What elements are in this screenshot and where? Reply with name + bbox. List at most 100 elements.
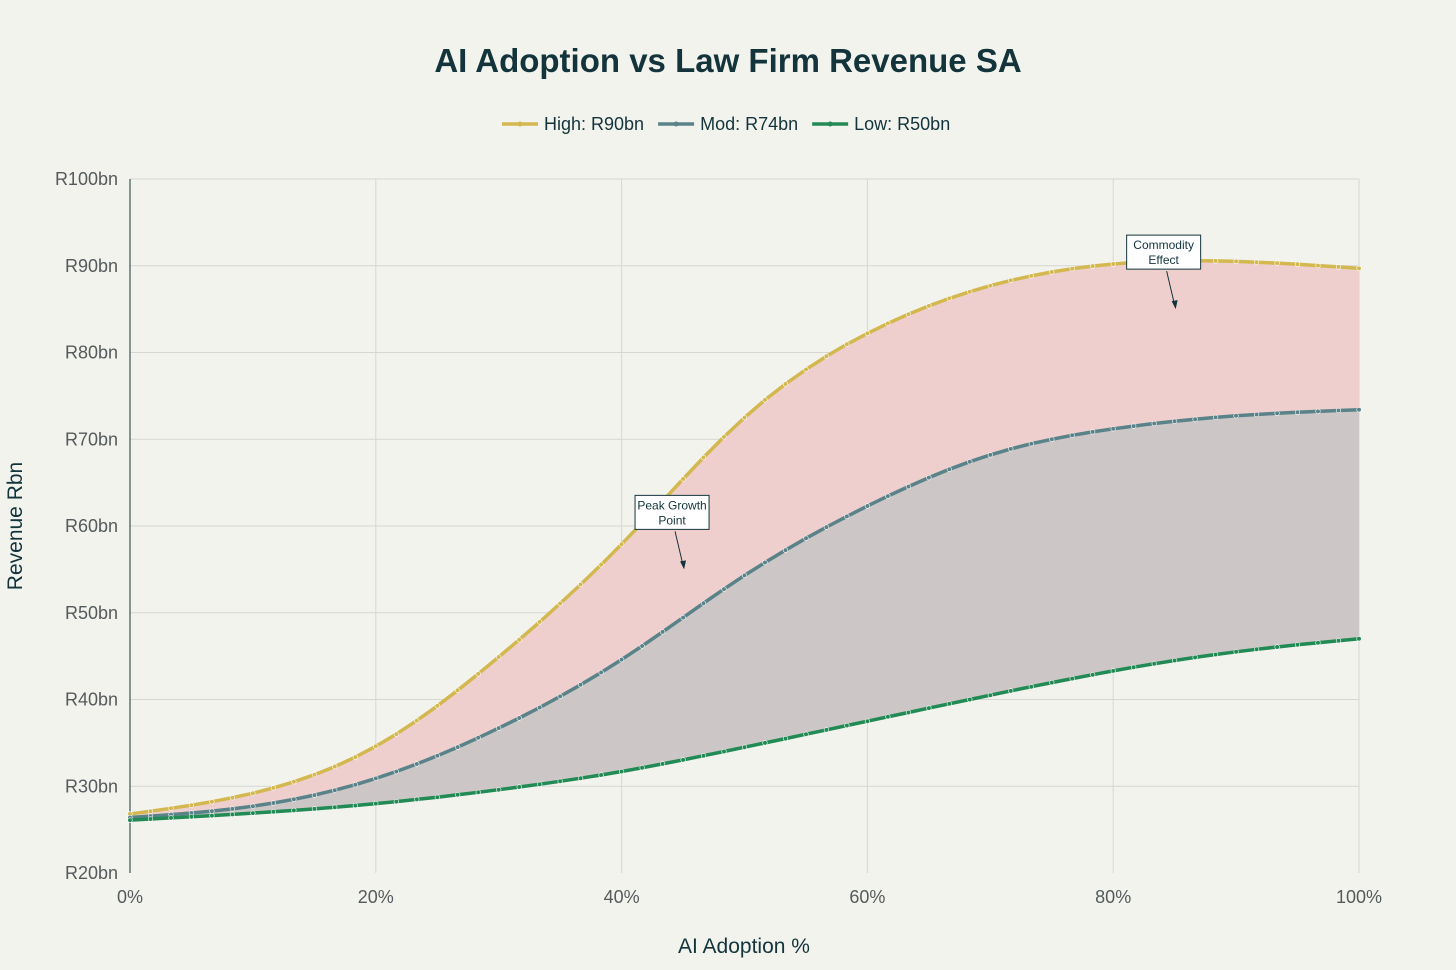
data-point (967, 289, 973, 295)
data-point (188, 814, 194, 820)
data-point (946, 466, 952, 472)
data-point (1192, 654, 1198, 661)
data-point (332, 787, 338, 793)
data-point (229, 795, 235, 801)
data-point (762, 559, 768, 566)
data-point (352, 782, 358, 788)
data-point (270, 800, 277, 806)
data-point (659, 629, 666, 635)
data-point (618, 768, 625, 775)
data-point (1090, 263, 1096, 269)
data-point (987, 283, 993, 289)
data-point (1233, 413, 1239, 419)
data-point (311, 806, 318, 812)
data-point (823, 353, 830, 359)
data-point (250, 790, 256, 796)
data-point (1008, 688, 1014, 694)
data-point (905, 484, 912, 490)
data-point (270, 785, 277, 791)
data-point (496, 725, 502, 731)
data-point (1171, 657, 1178, 664)
data-point (1253, 411, 1260, 418)
data-point (1335, 407, 1342, 414)
data-point (598, 772, 604, 778)
data-point (1131, 423, 1137, 429)
data-point (1110, 668, 1116, 674)
data-point (455, 792, 461, 798)
data-point (127, 817, 133, 823)
data-point (455, 744, 461, 750)
legend: High: R90bn Mod: R74bn Low: R50bn (502, 114, 950, 134)
data-point (680, 614, 686, 621)
data-point (1049, 679, 1055, 686)
data-point (1028, 441, 1034, 447)
data-point (1233, 258, 1239, 265)
data-point (1356, 265, 1362, 272)
data-point (414, 796, 420, 803)
data-point (537, 619, 543, 625)
data-point (1274, 410, 1280, 416)
data-point (639, 643, 645, 649)
data-point (987, 452, 993, 458)
annotation-arrowhead (680, 560, 687, 570)
annotation-arrow (674, 531, 684, 566)
data-point (168, 815, 174, 821)
data-point (516, 784, 522, 790)
data-point (1008, 446, 1014, 452)
data-point (987, 692, 993, 698)
data-point (700, 753, 707, 759)
y-tick-label: R100bn (55, 169, 118, 189)
data-point (618, 656, 625, 663)
data-point (844, 513, 850, 520)
annotation-arrow (1166, 271, 1176, 306)
data-point (1049, 436, 1055, 442)
y-tick-label: R20bn (65, 863, 118, 883)
data-point (926, 303, 932, 309)
data-point (475, 735, 481, 741)
data-point (1356, 407, 1362, 413)
data-point (762, 740, 768, 746)
tick-labels: 0% 20% 40% 60% 80% 100% R20bn R30bn R40bn R50bn R6… (55, 169, 1382, 907)
legend-label: Mod: R74bn (700, 114, 798, 134)
y-tick-label: R50bn (65, 603, 118, 623)
data-point (885, 714, 891, 720)
data-point (516, 637, 522, 643)
data-point (1069, 675, 1075, 682)
data-point (762, 397, 768, 403)
data-point (537, 781, 543, 787)
y-axis-label: Revenue Rbn (4, 462, 27, 590)
data-point (1212, 651, 1219, 658)
data-point (864, 503, 871, 509)
annotation-text: Peak Growth (637, 498, 706, 512)
data-point (557, 600, 563, 607)
data-point (434, 753, 440, 759)
data-point (967, 459, 973, 465)
data-point (229, 806, 235, 812)
x-tick-label: 80% (1095, 887, 1131, 907)
legend-item: Mod: R74bn (658, 114, 798, 134)
data-point (823, 727, 830, 733)
data-point (905, 709, 912, 716)
data-point (1335, 264, 1342, 270)
data-point (557, 778, 563, 784)
data-point (168, 805, 174, 811)
data-point (434, 794, 440, 800)
y-tick-label: R60bn (65, 516, 118, 536)
x-tick-label: 60% (849, 887, 885, 907)
data-point (475, 671, 481, 677)
data-point (434, 703, 440, 709)
data-point (864, 718, 871, 724)
data-point (1294, 261, 1301, 267)
data-point (577, 775, 584, 781)
data-point (782, 381, 789, 387)
data-point (926, 705, 932, 711)
data-point (1028, 273, 1034, 279)
data-point (618, 541, 625, 547)
x-axis-label: AI Adoption % (678, 935, 810, 958)
data-point (741, 572, 748, 579)
annotation-text: Point (658, 513, 686, 527)
data-point (557, 693, 563, 700)
